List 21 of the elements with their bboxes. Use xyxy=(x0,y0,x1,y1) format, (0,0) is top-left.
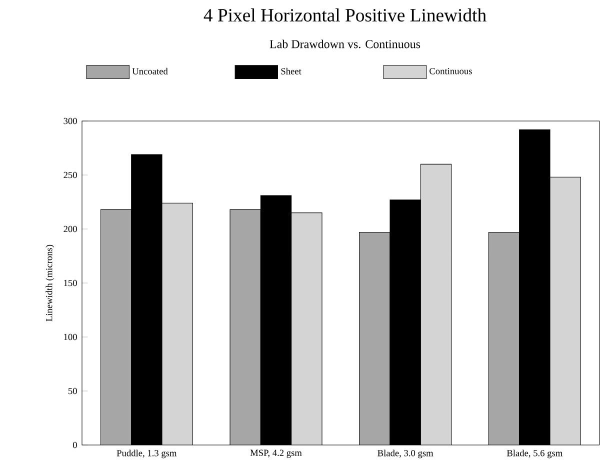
legend-label: Continuous xyxy=(430,68,472,74)
bar xyxy=(420,164,452,445)
y-tick-label: 200 xyxy=(64,226,77,232)
y-tick-label: 250 xyxy=(64,172,77,178)
x-tick-label: Puddle, 1.3 gsm xyxy=(116,450,177,458)
bar xyxy=(550,176,581,445)
bar xyxy=(162,202,193,445)
x-tick-label: Blade, 3.0 gsm xyxy=(378,450,434,458)
legend-label: Sheet xyxy=(281,68,302,74)
chart-subtitle: Lab Drawdown vs. Continuous xyxy=(270,40,420,48)
y-tick-label: 100 xyxy=(64,334,77,340)
legend-label: Uncoated xyxy=(132,68,168,74)
bar xyxy=(291,212,322,445)
x-tick-label: MSP, 4.2 gsm xyxy=(250,450,302,458)
x-tick-label: Blade, 5.6 gsm xyxy=(506,450,563,458)
y-tick-label: 0 xyxy=(72,442,77,448)
y-tick-label: 150 xyxy=(64,280,77,286)
y-tick-label: 50 xyxy=(68,388,77,394)
y-tick-label: 300 xyxy=(64,118,77,124)
chart-title: 4 Pixel Horizontal Positive Linewidth xyxy=(204,8,486,22)
y-axis-title: Linewidth (microns) xyxy=(46,244,54,322)
